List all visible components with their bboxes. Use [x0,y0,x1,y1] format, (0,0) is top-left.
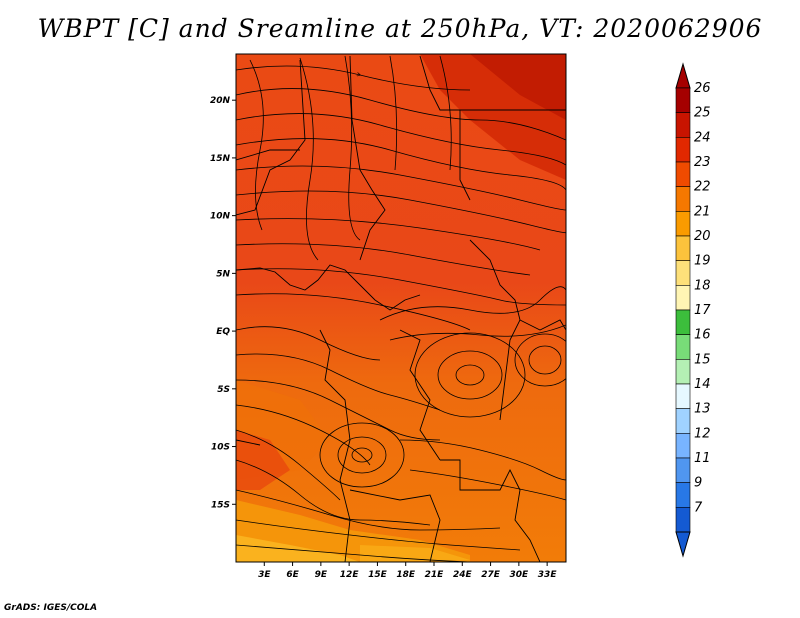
colorbar-swatch [675,309,691,335]
map-frame [235,53,567,563]
colorbar-label: 16 [694,328,711,343]
colorbar-label: 21 [694,204,711,219]
colorbar-swatch [675,408,691,434]
colorbar-label: 25 [694,106,711,121]
colorbar-swatch [675,112,691,138]
colorbar-swatch [675,433,691,459]
colorbar-swatch [675,482,691,508]
lon-tick-label: 9E [315,570,328,580]
lat-tick-label: 15S [211,500,230,510]
lon-tick-label: 33E [538,570,558,580]
colorbar-label: 12 [694,426,711,441]
colorbar-label: 23 [694,155,711,170]
colorbar-label: 13 [694,402,711,417]
colorbar-label: 22 [694,180,711,195]
lon-tick-label: 24E [453,570,473,580]
colorbar-swatch [675,87,691,113]
colorbar-swatch [675,137,691,163]
map-title: WBPT [C] and Sreamline at 250hPa, VT: 20… [37,14,763,43]
colorbar-label: 26 [694,81,711,96]
colorbar-swatch [675,457,691,483]
lat-tick-label: 5N [216,269,230,279]
colorbar-label: 20 [694,229,711,244]
colorbar-legend: 26 25 24 23 22 21 20 19 18 17 16 15 14 13 12 11 9 7 [675,62,711,558]
colorbar-swatch [675,285,691,311]
grads-credit: GrADS: IGES/COLA [4,603,98,613]
colorbar-label: 14 [694,377,711,392]
lon-tick-label: 21E [425,570,445,580]
colorbar-swatch [675,186,691,212]
lat-tick-label: 5S [217,385,230,395]
latitude-axis: 20N 15N 10N 5N EQ 5S 10S 15S [210,96,236,510]
colorbar-swatch [675,383,691,409]
lon-tick-label: 12E [340,570,360,580]
colorbar-swatch [675,235,691,261]
lon-tick-label: 15E [368,570,388,580]
streamlines [236,55,566,562]
colorbar-swatch [675,334,691,360]
colorbar-swatch [675,507,691,533]
lat-tick-label: 10S [211,443,230,453]
colorbar-swatch [675,359,691,385]
colorbar-swatch [675,161,691,187]
colorbar-label: 19 [694,254,711,269]
lat-tick-label: EQ [216,327,230,337]
colorbar-label: 7 [694,500,703,515]
lat-tick-label: 20N [210,96,231,106]
colorbar-label: 18 [694,278,711,293]
lon-tick-label: 3E [258,570,271,580]
colorbar-bottom-arrow [675,531,691,558]
country-borders [236,55,566,562]
colorbar-label: 24 [694,130,711,145]
colorbar-swatch [675,211,691,237]
colorbar-swatch [675,260,691,286]
lon-tick-label: 30E [510,570,530,580]
longitude-axis: 3E 6E 9E 12E 15E 18E 21E 24E 27E 30E 33E [258,562,557,580]
lon-tick-label: 6E [286,570,299,580]
lat-tick-label: 15N [210,154,231,164]
lon-tick-label: 27E [481,570,501,580]
colorbar-top-arrow [675,62,691,89]
wbpt-field [236,54,566,562]
colorbar-label: 15 [694,352,711,367]
lon-tick-label: 18E [396,570,416,580]
colorbar-label: 11 [694,451,711,466]
lat-tick-label: 10N [210,212,231,222]
colorbar-label: 9 [694,476,702,491]
colorbar-label: 17 [694,303,711,318]
